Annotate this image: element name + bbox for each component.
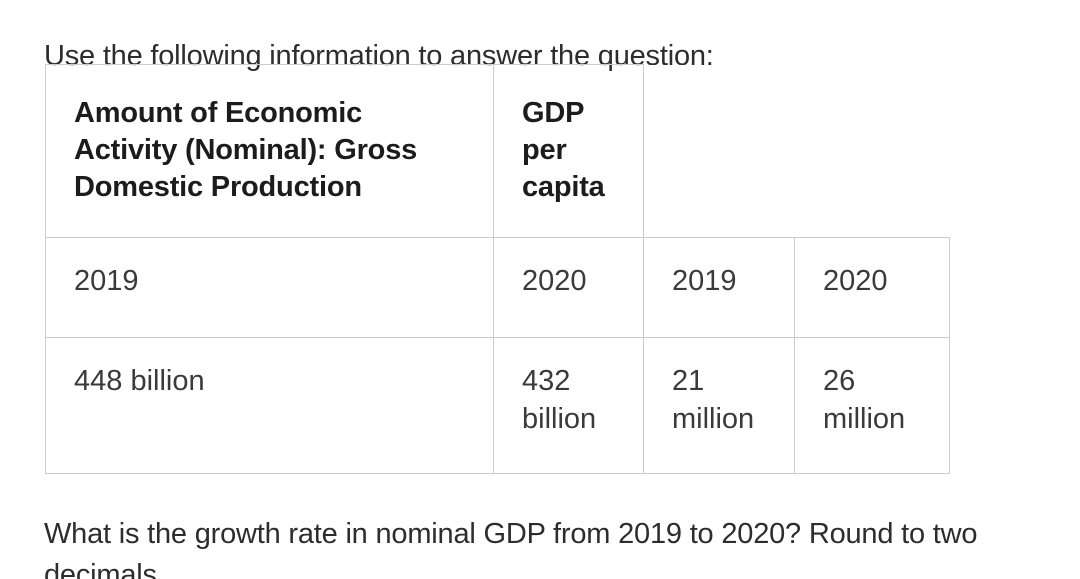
value-cell-population-2019: 21 million	[643, 337, 795, 474]
year-cell-capita-2020: 2020	[794, 237, 950, 338]
table-value-row: 448 billion 432 billion 21 million 26 mi…	[45, 337, 950, 474]
value-cell-gdp-2019: 448 billion	[45, 337, 494, 474]
header-cell-gdp-per-capita: GDP per capita	[493, 64, 644, 238]
year-cell-gdp-2019: 2019	[45, 237, 494, 338]
question-text: What is the growth rate in nominal GDP f…	[44, 518, 978, 579]
year-cell-gdp-2020: 2020	[493, 237, 644, 338]
value-cell-population-2020: 26 million	[794, 337, 950, 474]
gdp-data-table: Amount of Economic Activity (Nominal): G…	[45, 64, 950, 474]
header-cell-nominal-gdp: Amount of Economic Activity (Nominal): G…	[45, 64, 494, 238]
value-cell-gdp-2020: 432 billion	[493, 337, 644, 474]
header-void-cell	[643, 64, 795, 238]
header-void-cell	[794, 64, 950, 238]
table-year-row: 2019 2020 2019 2020	[45, 237, 950, 338]
year-cell-capita-2019: 2019	[643, 237, 795, 338]
table-header-row: Amount of Economic Activity (Nominal): G…	[45, 64, 950, 238]
